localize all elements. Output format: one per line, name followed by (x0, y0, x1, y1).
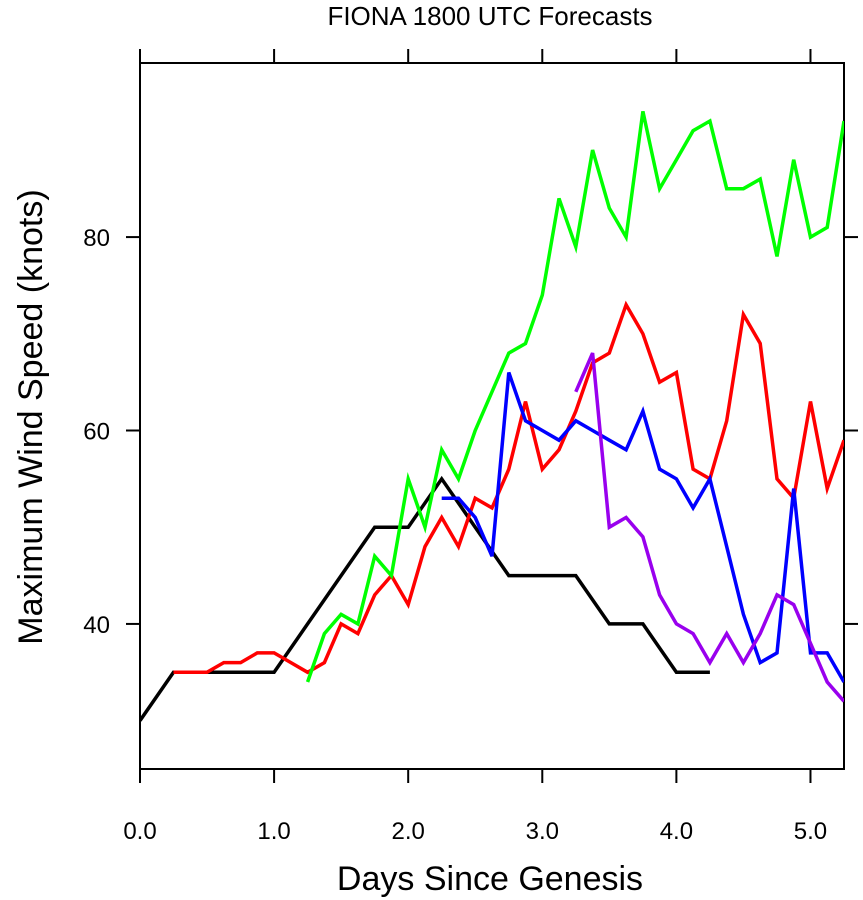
x-tick-label: 5.0 (794, 818, 827, 845)
y-axis-title: Maximum Wind Speed (knots) (12, 189, 50, 644)
y-tick-label: 80 (83, 225, 110, 252)
plot-frame (139, 62, 845, 770)
series-line-3 (305, 111, 844, 683)
plot-area: 0.0 1.0 2.0 3.0 4.0 5.0 40 60 80 (83, 49, 858, 845)
chart-title: FIONA 1800 UTC Forecasts (327, 1, 652, 31)
x-tick-label: 2.0 (392, 818, 425, 845)
x-tick-label: 3.0 (526, 818, 559, 845)
series-line-1 (140, 475, 710, 722)
series-line-4 (441, 371, 844, 683)
series-line-2 (173, 300, 844, 675)
series-line-5 (574, 352, 844, 703)
x-tick-label: 0.0 (123, 818, 156, 845)
x-axis-title: Days Since Genesis (337, 860, 643, 898)
x-tick-label: 4.0 (660, 818, 693, 845)
x-tick-label: 1.0 (257, 818, 290, 845)
y-tick-label: 60 (83, 419, 110, 446)
y-tick-label: 40 (83, 612, 110, 639)
